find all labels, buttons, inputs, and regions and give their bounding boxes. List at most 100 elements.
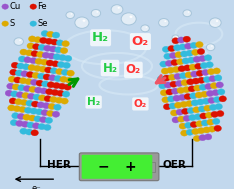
Circle shape	[59, 55, 66, 61]
Circle shape	[46, 89, 53, 95]
Circle shape	[197, 128, 205, 134]
Circle shape	[15, 99, 22, 105]
Bar	[151, 162, 155, 172]
Circle shape	[21, 121, 29, 127]
Circle shape	[197, 99, 204, 105]
Circle shape	[214, 125, 221, 131]
Circle shape	[162, 46, 170, 52]
Circle shape	[196, 121, 203, 127]
Circle shape	[191, 100, 199, 106]
Circle shape	[56, 69, 63, 75]
Circle shape	[35, 58, 43, 64]
Circle shape	[146, 26, 147, 28]
Circle shape	[54, 104, 61, 110]
Circle shape	[17, 113, 25, 119]
Circle shape	[27, 93, 35, 99]
Circle shape	[194, 85, 201, 91]
Circle shape	[2, 21, 8, 26]
Circle shape	[52, 111, 60, 117]
Circle shape	[45, 117, 53, 123]
Circle shape	[164, 82, 172, 88]
Circle shape	[169, 53, 177, 59]
Circle shape	[25, 129, 33, 135]
Circle shape	[182, 58, 190, 64]
Circle shape	[175, 52, 183, 58]
Circle shape	[62, 41, 69, 47]
Circle shape	[184, 94, 192, 100]
Circle shape	[183, 87, 190, 93]
Circle shape	[193, 56, 201, 62]
Circle shape	[43, 103, 50, 109]
Circle shape	[24, 57, 31, 63]
Circle shape	[163, 104, 171, 110]
Circle shape	[5, 90, 13, 96]
Circle shape	[10, 69, 17, 75]
Circle shape	[9, 98, 17, 104]
Circle shape	[65, 77, 73, 83]
Circle shape	[33, 123, 40, 129]
Circle shape	[83, 20, 85, 22]
Circle shape	[19, 40, 21, 41]
Circle shape	[193, 107, 200, 113]
Circle shape	[28, 115, 36, 121]
Circle shape	[61, 98, 68, 104]
Circle shape	[191, 71, 198, 77]
Text: Se: Se	[37, 19, 48, 28]
Circle shape	[42, 81, 49, 87]
Circle shape	[45, 38, 53, 44]
Circle shape	[27, 122, 34, 128]
Circle shape	[192, 129, 199, 135]
Circle shape	[199, 135, 206, 141]
Circle shape	[203, 76, 211, 82]
Circle shape	[8, 76, 16, 82]
Circle shape	[14, 38, 23, 45]
Circle shape	[211, 111, 218, 117]
Circle shape	[47, 110, 54, 116]
Circle shape	[200, 63, 208, 69]
Circle shape	[2, 4, 8, 9]
Circle shape	[63, 62, 70, 68]
Circle shape	[187, 108, 195, 114]
Circle shape	[17, 63, 24, 69]
Circle shape	[176, 36, 177, 37]
Circle shape	[212, 90, 219, 96]
Circle shape	[186, 50, 194, 56]
Circle shape	[181, 80, 189, 86]
Circle shape	[34, 116, 41, 122]
Circle shape	[183, 115, 191, 121]
Circle shape	[36, 80, 44, 86]
Circle shape	[213, 68, 220, 74]
Circle shape	[25, 79, 32, 85]
Circle shape	[176, 80, 183, 86]
Circle shape	[118, 7, 120, 9]
Circle shape	[159, 83, 166, 89]
Circle shape	[159, 19, 169, 27]
Circle shape	[32, 72, 40, 78]
Circle shape	[205, 83, 212, 89]
Circle shape	[48, 103, 56, 109]
Text: O₂: O₂	[126, 64, 141, 76]
Circle shape	[26, 100, 33, 106]
Circle shape	[170, 110, 178, 116]
Circle shape	[40, 88, 48, 94]
Circle shape	[141, 25, 149, 32]
Circle shape	[204, 105, 211, 111]
Text: Cu: Cu	[9, 2, 21, 11]
Circle shape	[196, 70, 204, 76]
Text: −: −	[98, 160, 109, 174]
Circle shape	[34, 87, 42, 93]
Circle shape	[173, 95, 180, 101]
Circle shape	[57, 90, 64, 96]
Circle shape	[216, 20, 218, 22]
Circle shape	[49, 75, 56, 81]
Circle shape	[52, 61, 59, 67]
Circle shape	[202, 70, 209, 76]
Text: H₂: H₂	[92, 31, 109, 44]
Circle shape	[176, 109, 183, 115]
Circle shape	[41, 59, 48, 65]
Circle shape	[198, 106, 206, 112]
Circle shape	[192, 78, 200, 84]
Circle shape	[54, 76, 62, 82]
Circle shape	[182, 108, 189, 114]
Circle shape	[28, 65, 35, 71]
